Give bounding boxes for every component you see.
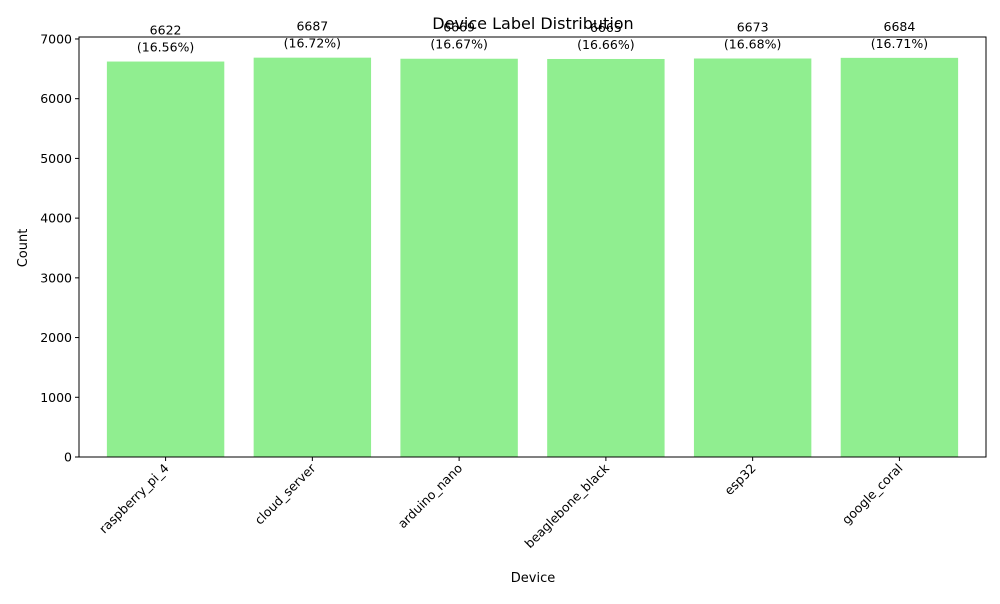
bar-percent-label: (16.71%) bbox=[871, 36, 928, 51]
bar-cloud_server bbox=[253, 57, 372, 457]
y-tick-label: 4000 bbox=[40, 211, 72, 226]
y-tick-label: 1000 bbox=[40, 390, 72, 405]
bar-google_coral bbox=[840, 57, 959, 458]
bar-arduino_nano bbox=[400, 58, 518, 458]
bar-percent-label: (16.56%) bbox=[137, 40, 194, 55]
x-tick-label: arduino_nano bbox=[395, 461, 466, 532]
bar-value-label: 6673 bbox=[737, 19, 769, 34]
bar-percent-label: (16.66%) bbox=[577, 37, 634, 52]
y-tick-label: 0 bbox=[64, 450, 72, 465]
y-tick-label: 2000 bbox=[40, 330, 72, 345]
x-tick-label: cloud_server bbox=[252, 460, 320, 528]
bar-percent-label: (16.72%) bbox=[284, 36, 341, 51]
y-tick-label: 6000 bbox=[40, 91, 72, 106]
bar-beaglebone_black bbox=[547, 58, 665, 457]
bar-percent-label: (16.67%) bbox=[430, 37, 487, 52]
bar-value-label: 6622 bbox=[150, 23, 182, 38]
y-tick-label: 5000 bbox=[40, 151, 72, 166]
y-tick-label: 7000 bbox=[40, 31, 72, 46]
bar-percent-label: (16.68%) bbox=[724, 36, 781, 51]
x-tick-label: esp32 bbox=[721, 461, 759, 499]
bar-value-label: 6669 bbox=[443, 20, 475, 35]
bar-value-label: 6684 bbox=[884, 19, 916, 34]
bars-layer bbox=[106, 57, 959, 458]
bar-value-label: 6687 bbox=[296, 19, 328, 34]
bar-value-label: 6665 bbox=[590, 20, 622, 35]
bar-raspberry_pi_4 bbox=[106, 61, 225, 458]
bar-esp32 bbox=[693, 58, 812, 457]
x-tick-label: beaglebone_black bbox=[521, 460, 612, 551]
y-tick-label: 3000 bbox=[40, 270, 72, 285]
plot-frame bbox=[78, 36, 987, 458]
x-tick-label: raspberry_pi_4 bbox=[96, 460, 172, 536]
data-labels-layer: 6622 (16.56%) 6687 (16.72%) 6669 (16.67%) 6665… bbox=[137, 19, 928, 55]
chart-title: Device Label Distribution bbox=[432, 14, 633, 33]
x-axis-label: Device bbox=[511, 571, 555, 586]
x-tick-label: google_coral bbox=[839, 461, 906, 528]
y-axis-label: Count bbox=[16, 229, 31, 268]
